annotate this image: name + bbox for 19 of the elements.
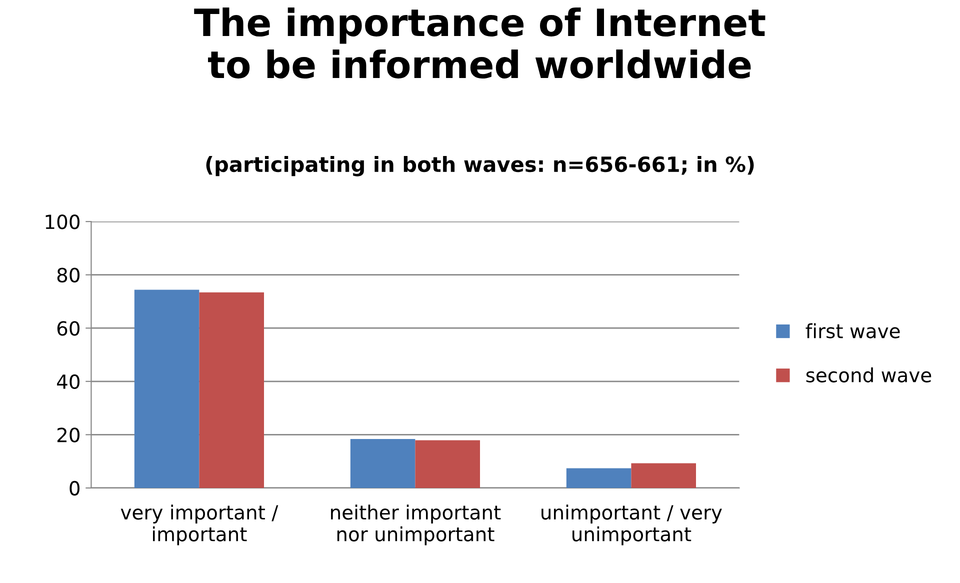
y-tick-label: 100 xyxy=(46,214,80,230)
y-tick-label: 20 xyxy=(57,428,80,442)
x-tick-label: neither important nor unimportant xyxy=(331,504,501,546)
bar xyxy=(566,468,632,488)
y-tick-label: 80 xyxy=(57,268,80,282)
bar xyxy=(134,290,200,488)
x-tick-label: unimportant / very unimportant xyxy=(542,504,722,546)
chart-title: The importance of Internet to be informed worldwide xyxy=(194,8,766,79)
bar xyxy=(199,292,264,488)
y-tick-label: 60 xyxy=(57,321,80,336)
bar xyxy=(415,440,480,488)
bar xyxy=(631,463,696,488)
x-tick-label: very important / important xyxy=(120,504,278,546)
chart-subtitle: (participating in both waves: n=656-661; in %) xyxy=(206,156,754,176)
y-tick-label: 40 xyxy=(56,374,80,390)
y-tick-label: 0 xyxy=(70,480,80,496)
bar xyxy=(350,438,416,488)
legend-label: second wave xyxy=(806,367,932,382)
legend-label: first wave xyxy=(806,323,900,338)
